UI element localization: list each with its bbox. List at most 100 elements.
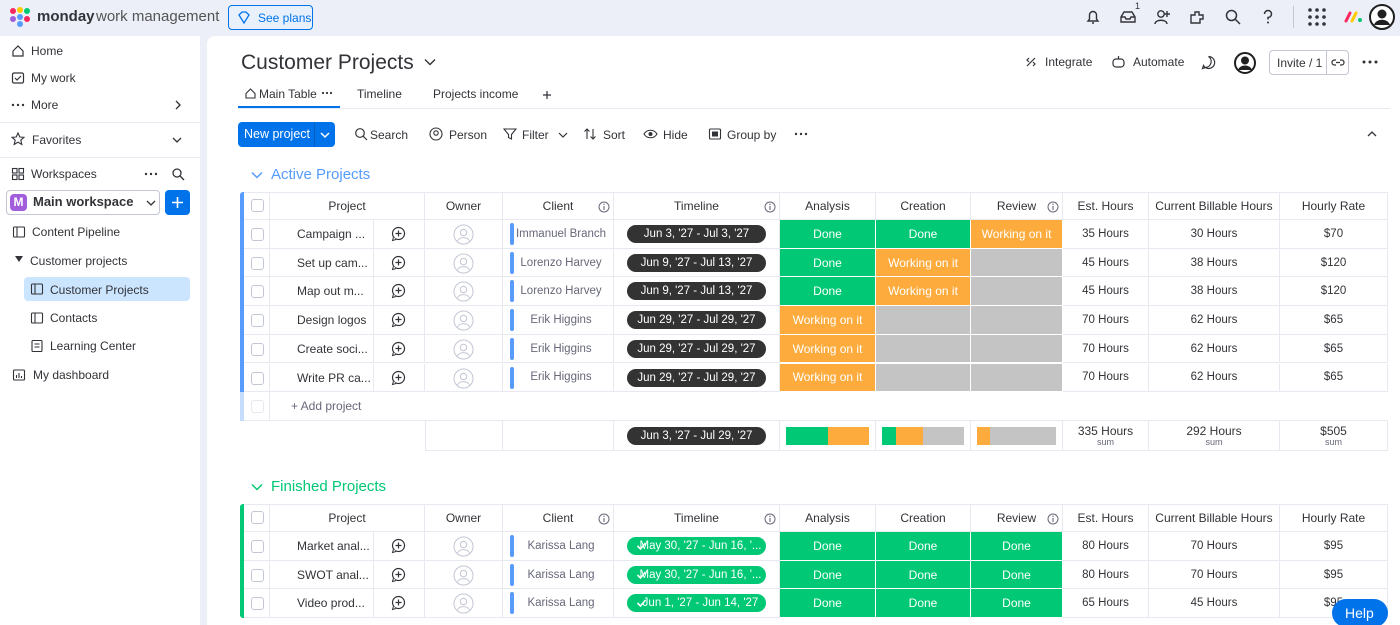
add-update-icon[interactable] [391,226,407,242]
status-cell[interactable]: Done [971,589,1063,619]
app-grid-icon[interactable] [1307,7,1327,27]
checkbox[interactable] [251,228,264,241]
checkbox[interactable] [251,342,264,356]
add-update-icon[interactable] [391,567,407,583]
board-menu[interactable] [1362,60,1378,64]
status-cell[interactable]: Working on it [780,363,876,393]
checkbox[interactable] [251,371,264,385]
status-cell[interactable]: Done [780,248,876,278]
owner-placeholder[interactable] [453,224,474,245]
status-cell[interactable] [876,334,971,364]
status-cell[interactable] [876,363,971,393]
owner-placeholder[interactable] [453,253,474,274]
status-cell[interactable]: Done [780,532,876,561]
bell-icon[interactable] [1084,8,1102,26]
favorites-label[interactable]: Favorites [32,133,82,147]
sidebar-folder[interactable]: Customer projects [30,254,128,268]
folder-toggle[interactable] [15,256,23,262]
sidebar-item[interactable]: Customer Projects [50,283,149,297]
status-cell[interactable]: Done [876,560,971,590]
inbox-icon[interactable] [1119,8,1137,26]
status-cell[interactable]: Done [780,277,876,307]
status-cell[interactable]: Working on it [876,248,971,278]
nav-item[interactable]: My work [31,71,76,85]
status-cell[interactable]: Done [780,560,876,590]
help-button[interactable]: Help [1332,599,1388,625]
collapse-toolbar[interactable] [1366,130,1378,138]
group-collapse[interactable] [251,171,263,179]
toolbar-menu[interactable] [794,132,808,136]
status-cell[interactable]: Done [971,560,1063,590]
status-cell[interactable]: Working on it [971,220,1063,249]
add-update-icon[interactable] [391,341,407,357]
sidebar-item[interactable]: Contacts [50,311,98,325]
owner-placeholder[interactable] [453,593,474,614]
sidebar-item[interactable]: Learning Center [50,339,137,353]
status-cell[interactable] [971,277,1063,307]
invite-button[interactable]: Invite / 1 [1269,50,1349,75]
integrate-button[interactable]: Integrate [1045,55,1093,69]
checkbox[interactable] [251,568,264,582]
tab[interactable]: Main Table [259,87,317,101]
owner-placeholder[interactable] [453,310,474,331]
status-cell[interactable] [971,334,1063,364]
owner-placeholder[interactable] [453,368,474,389]
tool[interactable]: Group by [727,128,777,142]
status-cell[interactable]: Done [876,589,971,619]
add-update-icon[interactable] [391,595,407,611]
tool[interactable]: Filter [522,128,549,142]
workspace-menu[interactable] [144,172,158,176]
owner-placeholder[interactable] [453,565,474,586]
status-cell[interactable]: Working on it [780,334,876,364]
member-avatar[interactable] [1234,52,1256,74]
tool[interactable]: Search [370,128,409,142]
status-cell[interactable]: Done [780,220,876,249]
nav-item[interactable]: More [31,98,59,112]
tool[interactable]: Sort [603,128,626,142]
nav-item[interactable]: Home [31,44,64,58]
tab-menu[interactable] [321,91,333,95]
invite-icon[interactable] [1153,8,1171,26]
checkbox[interactable] [251,256,264,270]
checkbox[interactable] [251,285,264,299]
status-cell[interactable]: Done [876,532,971,561]
status-cell[interactable]: Done [780,589,876,619]
status-cell[interactable] [971,363,1063,393]
status-cell[interactable]: Done [876,220,971,249]
add-update-icon[interactable] [391,312,407,328]
owner-placeholder[interactable] [453,281,474,302]
group-collapse[interactable] [251,483,263,491]
status-cell[interactable] [971,248,1063,278]
apps-icon[interactable] [1188,8,1206,26]
add-update-icon[interactable] [391,538,407,554]
new-project-button[interactable]: New project [238,122,335,147]
checkbox[interactable] [251,597,264,611]
search-icon[interactable] [1224,8,1242,26]
status-cell[interactable]: Working on it [780,306,876,335]
see-plans-button[interactable]: See plans [228,5,313,30]
checkbox[interactable] [251,314,264,328]
add-tab[interactable] [542,90,552,100]
automate-button[interactable]: Automate [1133,55,1185,69]
workspace-selector[interactable]: M Main workspace [6,190,160,215]
status-cell[interactable] [971,306,1063,335]
sidebar-item[interactable]: Content Pipeline [32,225,121,239]
add-button[interactable] [165,190,190,215]
owner-placeholder[interactable] [453,339,474,360]
sidebar-item[interactable]: My dashboard [33,368,110,382]
help-icon[interactable] [1259,8,1277,26]
workspace-search[interactable] [171,167,185,181]
user-avatar[interactable] [1369,4,1395,30]
add-update-icon[interactable] [391,370,407,386]
checkbox[interactable] [251,540,264,553]
add-update-icon[interactable] [391,255,407,271]
status-cell[interactable]: Working on it [876,277,971,307]
status-cell[interactable] [876,306,971,335]
chevron-down[interactable] [424,58,436,66]
tool[interactable]: Hide [663,128,688,142]
owner-placeholder[interactable] [453,536,474,557]
add-update-icon[interactable] [391,283,407,299]
tab[interactable]: Projects income [433,87,519,101]
tab[interactable]: Timeline [357,87,402,101]
updates-icon[interactable] [1201,55,1216,70]
